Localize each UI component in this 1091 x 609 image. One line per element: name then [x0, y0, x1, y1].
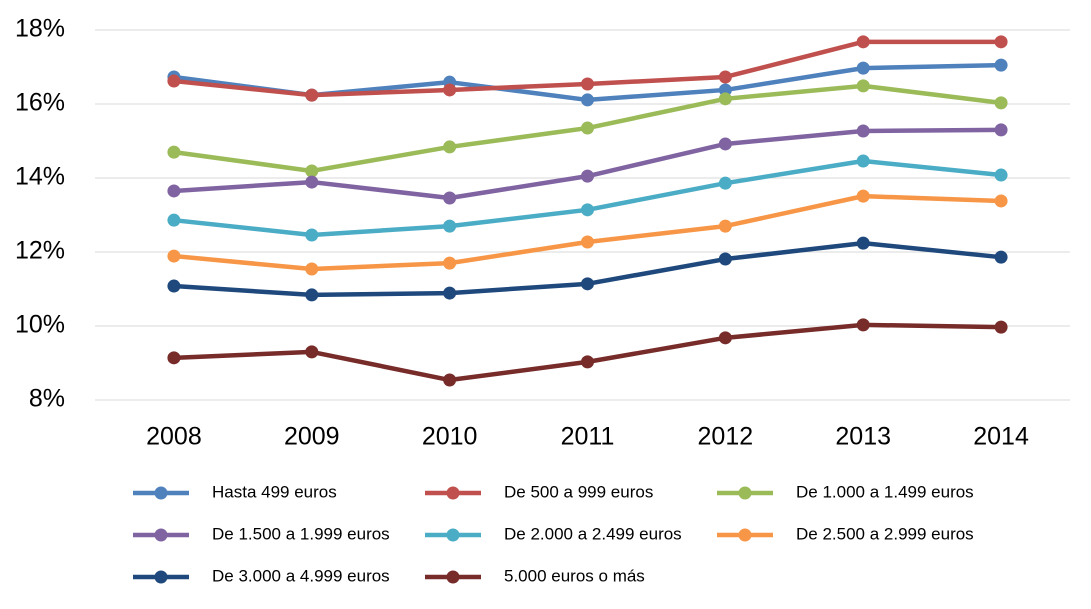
legend-label: De 3.000 a 4.999 euros	[212, 566, 390, 585]
data-point	[581, 169, 594, 183]
y-tick-label: 8%	[29, 385, 65, 413]
data-point	[994, 168, 1008, 182]
legend-marker	[446, 570, 460, 584]
y-tick-label: 14%	[15, 163, 65, 191]
data-point	[167, 213, 181, 227]
data-point	[581, 77, 594, 91]
data-point	[167, 184, 181, 198]
data-point	[305, 345, 319, 359]
data-point	[305, 288, 319, 302]
legend-label: Hasta 499 euros	[212, 482, 337, 501]
x-tick-label: 2010	[422, 423, 478, 451]
data-point	[305, 228, 319, 242]
data-point	[443, 219, 457, 233]
legend-marker	[446, 486, 460, 500]
data-point	[856, 35, 870, 49]
data-point	[856, 236, 870, 250]
data-point	[581, 203, 594, 217]
data-point	[856, 61, 870, 75]
legend-label: De 1.500 a 1.999 euros	[212, 524, 390, 543]
data-point	[718, 83, 732, 97]
legend-label: De 2.000 a 2.499 euros	[504, 524, 682, 543]
x-tick-label: 2014	[973, 423, 1029, 451]
y-tick-label: 10%	[15, 311, 65, 339]
data-point	[167, 279, 181, 293]
x-tick-label: 2008	[146, 423, 202, 451]
data-point	[994, 58, 1008, 72]
data-point	[856, 124, 870, 138]
data-point	[856, 318, 870, 332]
data-point	[856, 189, 870, 203]
data-point	[718, 176, 732, 190]
data-point	[994, 194, 1008, 208]
data-point	[443, 286, 457, 300]
data-point	[443, 256, 457, 270]
data-point	[994, 320, 1008, 334]
data-point	[718, 331, 732, 345]
data-point	[718, 252, 732, 266]
data-point	[994, 35, 1008, 49]
data-point	[167, 145, 181, 159]
x-tick-label: 2012	[698, 423, 754, 451]
legend-label: De 1.000 a 1.499 euros	[796, 482, 974, 501]
data-point	[305, 164, 319, 178]
data-point	[305, 262, 319, 276]
data-point	[443, 140, 457, 154]
data-point	[856, 79, 870, 93]
x-tick-label: 2013	[835, 423, 891, 451]
data-point	[581, 235, 594, 249]
data-point	[581, 355, 594, 369]
legend-marker	[154, 486, 168, 500]
data-point	[718, 92, 732, 106]
legend-label: 5.000 euros o más	[504, 566, 645, 585]
legend-marker	[154, 528, 168, 542]
data-point	[994, 250, 1008, 264]
data-point	[994, 96, 1008, 110]
data-point	[443, 373, 457, 387]
series-line	[173, 322, 1002, 383]
data-point	[718, 219, 732, 233]
data-point	[305, 175, 319, 189]
data-point	[718, 70, 732, 84]
legend-label: De 2.500 a 2.999 euros	[796, 524, 974, 543]
legend-label: De 500 a 999 euros	[504, 482, 653, 501]
data-point	[856, 154, 870, 168]
data-point	[581, 121, 594, 135]
data-point	[167, 249, 181, 263]
legend-marker	[446, 528, 460, 542]
data-point	[167, 351, 181, 365]
y-tick-label: 12%	[15, 237, 65, 265]
x-tick-label: 2011	[561, 423, 615, 451]
data-point	[167, 74, 181, 88]
data-point	[305, 88, 319, 102]
x-tick-label: 2009	[284, 423, 340, 451]
legend-marker	[738, 486, 752, 500]
legend-marker	[154, 570, 168, 584]
data-point	[994, 123, 1008, 137]
data-point	[443, 83, 457, 97]
data-point	[718, 137, 732, 151]
data-point	[581, 93, 594, 107]
y-tick-label: 16%	[15, 89, 65, 117]
legend-marker	[738, 528, 752, 542]
data-point	[443, 191, 457, 205]
y-tick-label: 18%	[15, 15, 65, 43]
data-point	[581, 277, 594, 291]
